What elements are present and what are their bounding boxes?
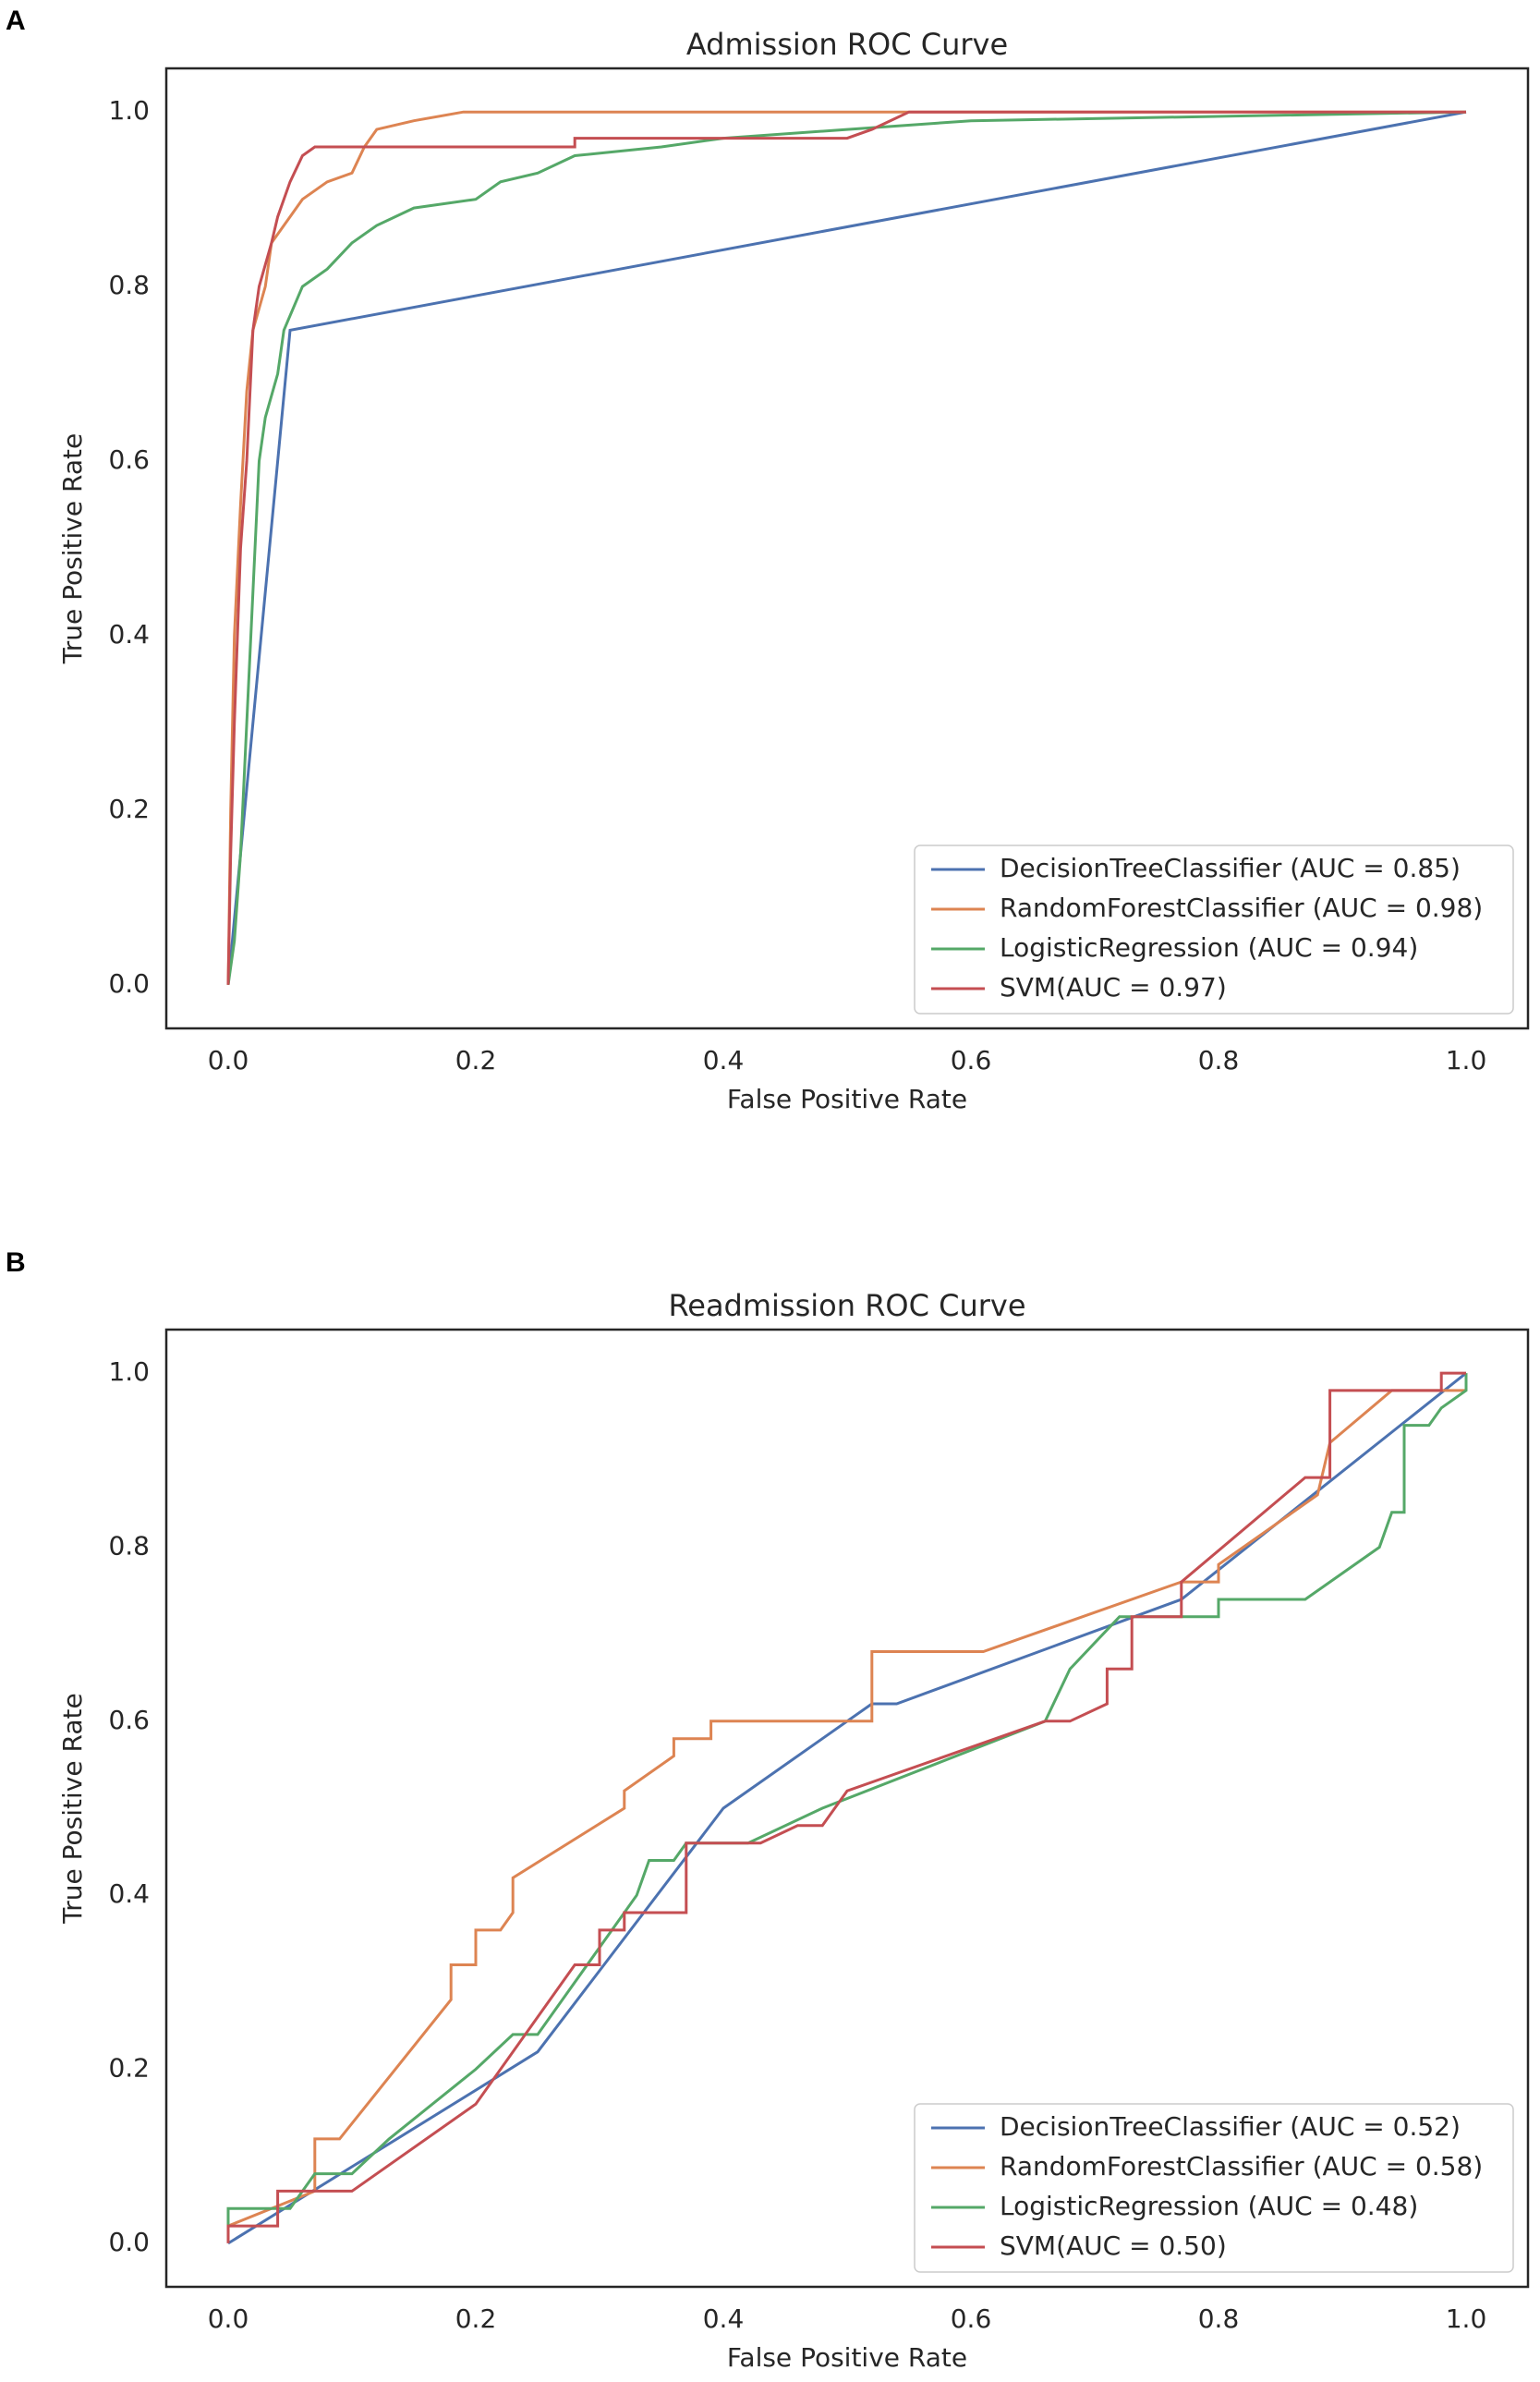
roc-line <box>226 1373 1468 2227</box>
x-tick-label: 0.2 <box>455 1045 497 1076</box>
x-tick-label: 0.8 <box>1198 2303 1240 2334</box>
legend-label: LogisticRegression (AUC = 0.48) <box>1000 2191 1418 2221</box>
panel-label: B <box>6 1247 26 1278</box>
panel-label: A <box>6 6 26 36</box>
y-tick-label: 0.6 <box>108 444 150 475</box>
x-tick-label: 1.0 <box>1446 1045 1487 1076</box>
y-tick-label: 0.8 <box>108 270 150 300</box>
roc-line <box>226 110 1466 985</box>
legend-label: SVM(AUC = 0.97) <box>1000 972 1227 1003</box>
y-tick-label: 0.2 <box>108 794 150 824</box>
x-tick-label: 0.0 <box>208 1045 249 1076</box>
chart-title: Admission ROC Curve <box>686 27 1008 62</box>
x-axis-label: False Positive Rate <box>727 2342 967 2373</box>
x-tick-label: 0.6 <box>951 2303 992 2334</box>
roc-line <box>226 1371 1466 2243</box>
legend-label: DecisionTreeClassifier (AUC = 0.85) <box>1000 853 1461 883</box>
y-tick-label: 0.0 <box>108 2227 150 2257</box>
y-tick-label: 0.0 <box>108 968 150 999</box>
x-tick-label: 0.0 <box>208 2303 249 2334</box>
y-tick-label: 0.6 <box>108 1705 150 1735</box>
axes-frame <box>164 67 1530 1030</box>
legend-box <box>914 845 1514 1015</box>
legend-box <box>914 2103 1514 2273</box>
chart-title: Readmission ROC Curve <box>668 1288 1025 1323</box>
x-axis-label: False Positive Rate <box>727 1084 967 1114</box>
legend-label: RandomForestClassifier (AUC = 0.58) <box>1000 2151 1483 2181</box>
roc-line <box>227 1389 1466 2228</box>
chart: A Admission ROC Curve False Positive Rate T… <box>6 6 1530 1114</box>
roc-line <box>226 110 1467 985</box>
legend-label: LogisticRegression (AUC = 0.94) <box>1000 932 1418 963</box>
x-tick-label: 0.2 <box>455 2303 497 2334</box>
legend-label: DecisionTreeClassifier (AUC = 0.52) <box>1000 2111 1461 2142</box>
y-tick-label: 0.8 <box>108 1530 150 1561</box>
y-tick-label: 1.0 <box>108 95 150 126</box>
y-axis-label: True Positive Rate <box>57 433 88 664</box>
x-tick-label: 0.6 <box>951 1045 992 1076</box>
x-tick-label: 0.8 <box>1198 1045 1240 1076</box>
chart: B Readmission ROC Curve False Positive Rat… <box>6 1247 1530 2373</box>
legend-label: SVM(AUC = 0.50) <box>1000 2230 1227 2261</box>
x-tick-label: 1.0 <box>1446 2303 1487 2334</box>
legend-label: RandomForestClassifier (AUC = 0.98) <box>1000 893 1483 923</box>
y-tick-label: 0.2 <box>108 2053 150 2084</box>
y-tick-label: 1.0 <box>108 1356 150 1387</box>
axes-frame <box>164 1328 1530 2289</box>
y-tick-label: 0.4 <box>108 619 150 650</box>
x-tick-label: 0.4 <box>703 1045 745 1076</box>
y-tick-label: 0.4 <box>108 1878 150 1909</box>
y-axis-label: True Positive Rate <box>57 1693 88 1924</box>
roc-line <box>226 110 1466 985</box>
roc-line <box>226 110 1467 986</box>
x-tick-label: 0.4 <box>703 2303 745 2334</box>
